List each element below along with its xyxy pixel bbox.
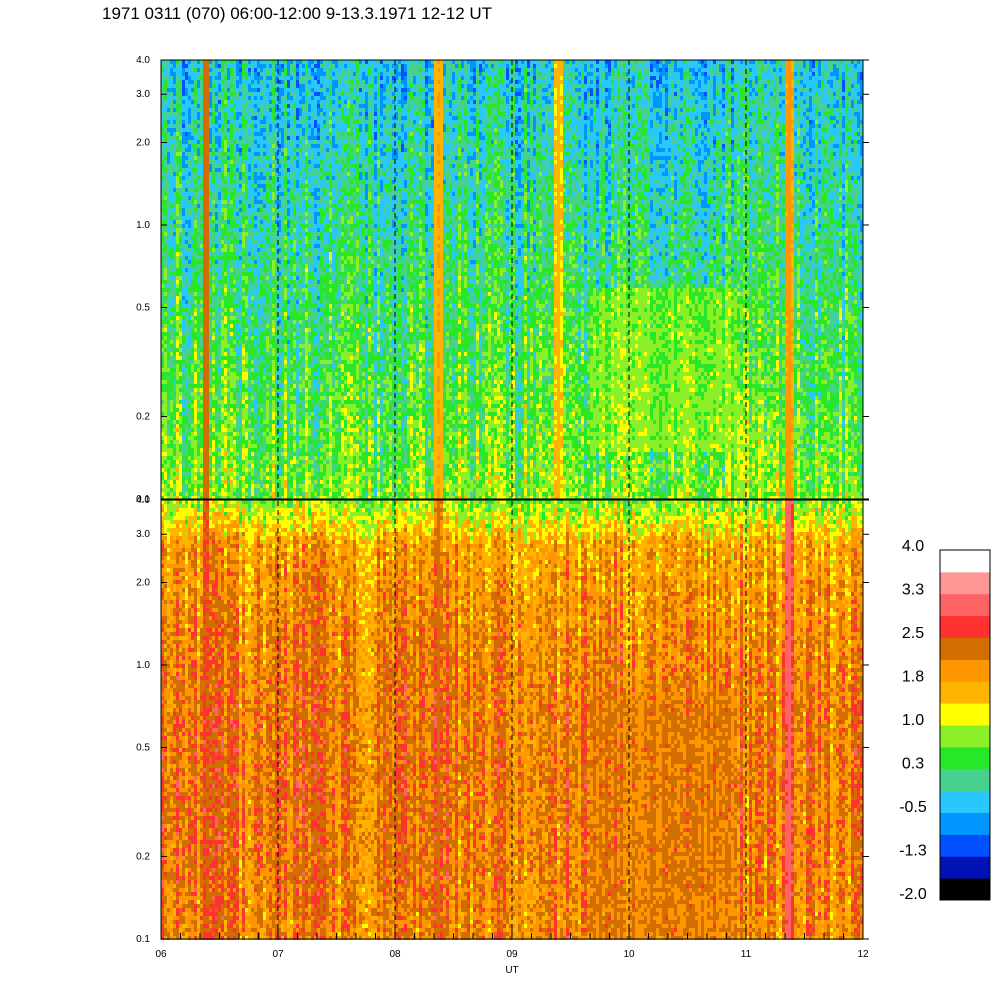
colorbar-swatch: [940, 747, 990, 769]
x-tick-label: 12: [857, 949, 869, 960]
colorbar-swatch: [940, 703, 990, 725]
colorbar-swatch: [940, 616, 990, 638]
colorbar-label: 4.0: [902, 538, 924, 555]
x-tick-label: 09: [506, 949, 518, 960]
colorbar-swatch: [940, 550, 990, 572]
x-axis-label: UT: [505, 965, 518, 976]
colorbar-swatch: [940, 878, 990, 900]
colorbar: 4.0 3.3 2.5 1.8 1.0 0.3 -0.5 -1.3 -2.0: [899, 538, 990, 903]
colorbar-label: 1.0: [902, 712, 924, 729]
y-tick-label: 3.0: [136, 89, 150, 100]
x-tick-label: 11: [741, 949, 752, 960]
colorbar-swatch: [940, 572, 990, 594]
colorbar-label: 1.8: [902, 669, 924, 686]
y-tick-label: 0.2: [136, 852, 150, 863]
colorbar-swatch: [940, 834, 990, 856]
y-tick-label: 2.0: [136, 577, 150, 588]
y-tick-label: 0.1: [136, 934, 150, 945]
y-tick-label: 0.5: [136, 302, 150, 313]
y-tick-label: 4.0: [136, 55, 150, 66]
x-tick-label: 06: [155, 949, 167, 960]
colorbar-swatch: [940, 813, 990, 835]
colorbar-swatch: [940, 681, 990, 703]
colorbar-label: -0.5: [899, 799, 927, 816]
x-tick-label: 10: [623, 949, 635, 960]
y-tick-label: 0.2: [136, 412, 150, 423]
colorbar-swatch: [940, 769, 990, 791]
y-tick-label: 1.0: [136, 660, 150, 671]
colorbar-label: -2.0: [899, 886, 927, 903]
colorbar-label: 3.3: [902, 582, 924, 599]
x-tick-label: 07: [272, 949, 284, 960]
colorbar-label: 2.5: [902, 625, 924, 642]
colorbar-label: -1.3: [899, 843, 927, 860]
y-tick-label: 3.0: [136, 529, 150, 540]
colorbar-swatch: [940, 856, 990, 878]
y-tick-label: 1.0: [136, 220, 150, 231]
colorbar-label: 0.3: [902, 756, 924, 773]
colorbar-swatch: [940, 594, 990, 616]
y-tick-label: 4.0: [136, 495, 150, 506]
x-tick-label: 08: [389, 949, 401, 960]
colorbar-swatch: [940, 791, 990, 813]
y-tick-label: 0.5: [136, 742, 150, 753]
colorbar-swatch: [940, 638, 990, 660]
y-tick-label: 2.0: [136, 137, 150, 148]
colorbar-swatch: [940, 725, 990, 747]
colorbar-swatch: [940, 659, 990, 681]
